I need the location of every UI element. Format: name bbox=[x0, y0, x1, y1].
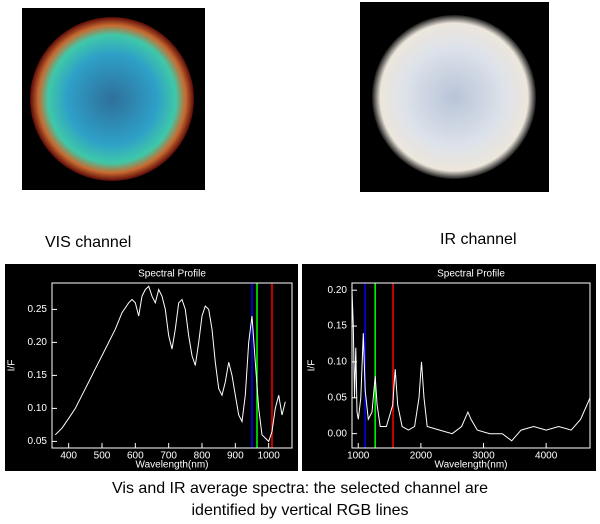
chart-title: Spectral Profile bbox=[138, 269, 206, 280]
panel bbox=[302, 264, 596, 471]
x-tick-label: 800 bbox=[194, 451, 211, 462]
panel bbox=[5, 264, 298, 471]
chart-title: Spectral Profile bbox=[437, 269, 505, 280]
image-label: VIS channel bbox=[45, 234, 131, 251]
y-axis-label: I/F bbox=[7, 360, 18, 372]
y-tick-label: 0.05 bbox=[28, 436, 48, 447]
x-tick-label: 900 bbox=[227, 451, 244, 462]
y-tick-label: 0.05 bbox=[328, 392, 348, 403]
x-axis-label: Wavelength(nm) bbox=[136, 460, 209, 471]
caption: identified by vertical RGB lines bbox=[192, 502, 409, 519]
x-tick-label: 600 bbox=[127, 451, 144, 462]
x-tick-label: 4000 bbox=[535, 451, 558, 462]
y-tick-label: 0.20 bbox=[328, 285, 348, 296]
y-tick-label: 0.10 bbox=[28, 403, 48, 414]
y-tick-label: 0.20 bbox=[28, 337, 48, 348]
spectrum-line bbox=[54, 285, 286, 443]
ir-disk bbox=[372, 15, 536, 179]
image-label: IR channel bbox=[440, 231, 517, 248]
x-tick-label: 1000 bbox=[258, 451, 281, 462]
x-tick-label: 500 bbox=[94, 451, 111, 462]
y-tick-label: 0.00 bbox=[328, 428, 348, 439]
x-tick-label: 3000 bbox=[472, 451, 495, 462]
y-tick-label: 0.15 bbox=[28, 370, 48, 381]
y-tick-label: 0.15 bbox=[328, 321, 348, 332]
x-tick-label: 2000 bbox=[410, 451, 433, 462]
caption: Vis and IR average spectra: the selected… bbox=[112, 480, 488, 497]
plot-frame bbox=[51, 282, 293, 449]
spectrum-line bbox=[351, 290, 591, 442]
x-tick-label: 400 bbox=[60, 451, 77, 462]
y-tick-label: 0.25 bbox=[28, 304, 48, 315]
x-axis-label: Wavelength(nm) bbox=[435, 460, 508, 471]
x-tick-label: 700 bbox=[160, 451, 177, 462]
vis-disk bbox=[30, 17, 194, 181]
plot-frame bbox=[351, 282, 591, 449]
y-axis-label: I/F bbox=[307, 360, 318, 372]
y-tick-label: 0.10 bbox=[328, 357, 348, 368]
x-tick-label: 1000 bbox=[347, 451, 370, 462]
